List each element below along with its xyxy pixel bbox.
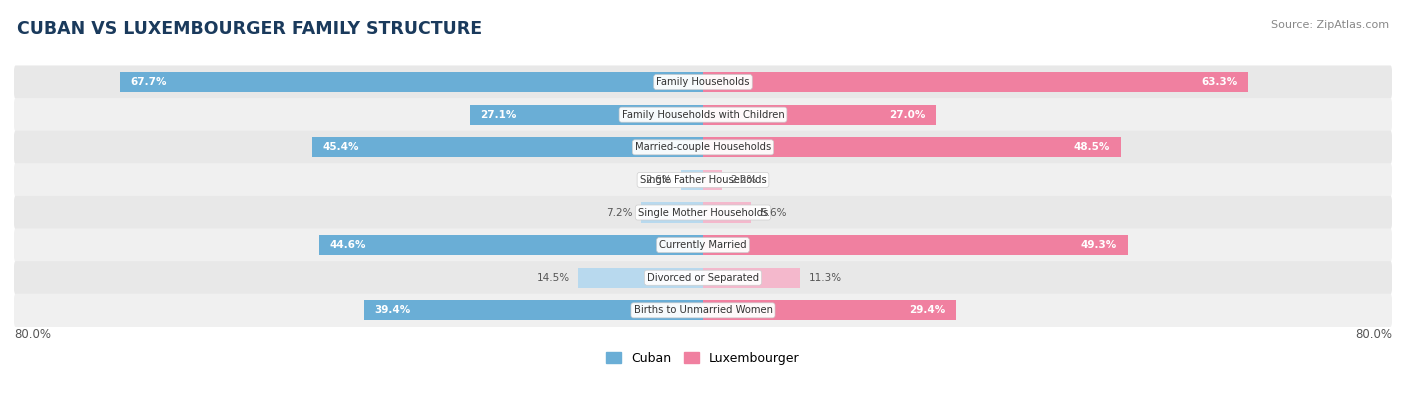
Text: Births to Unmarried Women: Births to Unmarried Women xyxy=(634,305,772,315)
Bar xyxy=(120,72,703,92)
Text: 14.5%: 14.5% xyxy=(537,273,569,283)
FancyBboxPatch shape xyxy=(14,98,1392,131)
Text: 29.4%: 29.4% xyxy=(910,305,946,315)
Bar xyxy=(703,202,751,223)
Text: 2.2%: 2.2% xyxy=(731,175,756,185)
Text: 80.0%: 80.0% xyxy=(14,328,51,341)
Text: Single Father Households: Single Father Households xyxy=(640,175,766,185)
Text: CUBAN VS LUXEMBOURGER FAMILY STRUCTURE: CUBAN VS LUXEMBOURGER FAMILY STRUCTURE xyxy=(17,20,482,38)
FancyBboxPatch shape xyxy=(14,66,1392,99)
Text: 7.2%: 7.2% xyxy=(606,207,633,218)
Text: Family Households: Family Households xyxy=(657,77,749,87)
Bar xyxy=(703,300,956,320)
Text: 80.0%: 80.0% xyxy=(1355,328,1392,341)
Bar xyxy=(703,72,1249,92)
Text: 63.3%: 63.3% xyxy=(1202,77,1237,87)
Text: 5.6%: 5.6% xyxy=(759,207,786,218)
Bar xyxy=(578,268,703,288)
FancyBboxPatch shape xyxy=(14,228,1392,262)
Text: Currently Married: Currently Married xyxy=(659,240,747,250)
Text: 67.7%: 67.7% xyxy=(131,77,167,87)
Bar xyxy=(470,105,703,125)
Bar xyxy=(319,235,703,255)
Bar xyxy=(703,268,800,288)
Text: Married-couple Households: Married-couple Households xyxy=(636,142,770,152)
Bar xyxy=(312,137,703,158)
Bar xyxy=(703,170,721,190)
FancyBboxPatch shape xyxy=(14,196,1392,229)
Bar xyxy=(364,300,703,320)
FancyBboxPatch shape xyxy=(14,163,1392,197)
Text: Single Mother Households: Single Mother Households xyxy=(638,207,768,218)
Text: 45.4%: 45.4% xyxy=(322,142,359,152)
Bar xyxy=(641,202,703,223)
Text: 48.5%: 48.5% xyxy=(1074,142,1111,152)
Bar xyxy=(703,137,1121,158)
Bar xyxy=(703,105,935,125)
Bar xyxy=(681,170,703,190)
Text: 2.6%: 2.6% xyxy=(645,175,672,185)
Text: Source: ZipAtlas.com: Source: ZipAtlas.com xyxy=(1271,20,1389,30)
Legend: Cuban, Luxembourger: Cuban, Luxembourger xyxy=(602,347,804,370)
Text: 27.0%: 27.0% xyxy=(889,110,925,120)
Text: 39.4%: 39.4% xyxy=(374,305,411,315)
Text: Divorced or Separated: Divorced or Separated xyxy=(647,273,759,283)
Text: 44.6%: 44.6% xyxy=(329,240,366,250)
FancyBboxPatch shape xyxy=(14,131,1392,164)
Text: 11.3%: 11.3% xyxy=(808,273,842,283)
FancyBboxPatch shape xyxy=(14,294,1392,327)
FancyBboxPatch shape xyxy=(14,261,1392,294)
Text: Family Households with Children: Family Households with Children xyxy=(621,110,785,120)
Text: 49.3%: 49.3% xyxy=(1081,240,1118,250)
Bar xyxy=(703,235,1128,255)
Text: 27.1%: 27.1% xyxy=(479,110,516,120)
